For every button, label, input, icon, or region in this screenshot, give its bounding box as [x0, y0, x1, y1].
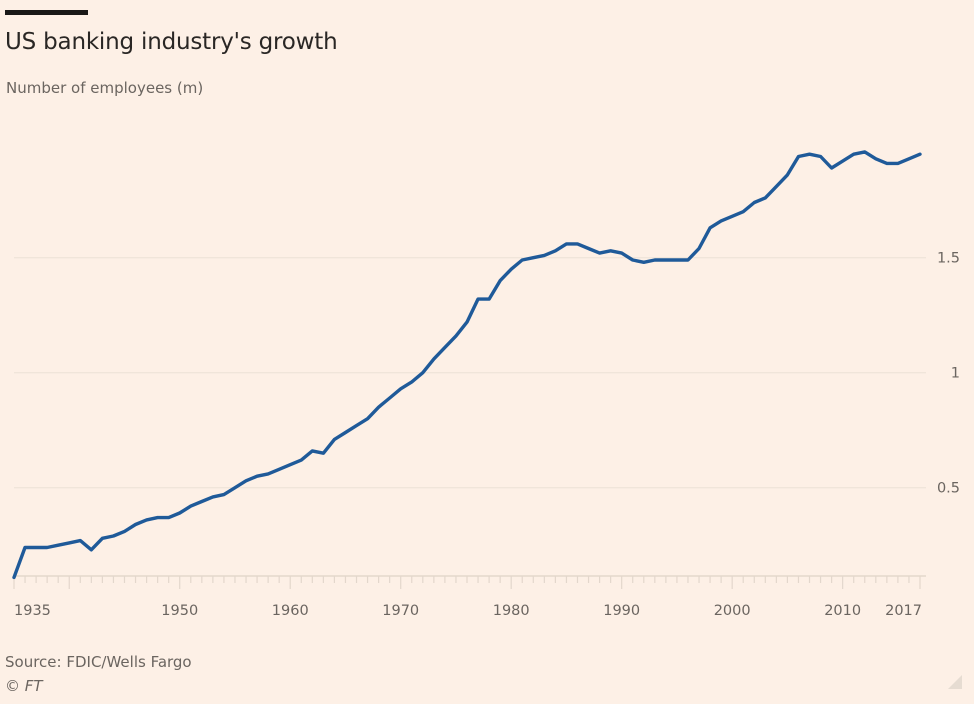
x-tick-label: 1935 [14, 603, 51, 619]
copyright-note: © FT [5, 677, 43, 695]
y-tick-label: 0.5 [937, 481, 960, 497]
x-tick-label: 1990 [603, 603, 640, 619]
x-tick-label: 2017 [885, 603, 922, 619]
brand-accent-bar [5, 10, 88, 15]
chart-subtitle: Number of employees (m) [6, 79, 204, 97]
gridlines [14, 257, 926, 489]
source-note: Source: FDIC/Wells Fargo [5, 653, 192, 671]
series-line [12, 150, 922, 580]
y-axis-tick-labels: 0.5 1 1.5 [937, 251, 960, 497]
series-layer [12, 150, 922, 580]
resize-grip-icon[interactable] [948, 675, 962, 689]
chart-title: US banking industry's growth [5, 29, 338, 55]
y-tick-label: 1.5 [937, 251, 960, 267]
x-tick-label: 1980 [493, 603, 530, 619]
x-axis [13, 575, 926, 589]
x-tick-label: 1960 [272, 603, 309, 619]
x-tick-label: 1950 [161, 603, 198, 619]
x-axis-tick-labels: 1935 1950 1960 1970 1980 1990 2000 2010 2017 [14, 603, 922, 619]
x-tick-label: 1970 [382, 603, 419, 619]
x-tick-label: 2000 [714, 603, 751, 619]
y-tick-label: 1 [951, 366, 960, 382]
x-tick-label: 2010 [824, 603, 861, 619]
